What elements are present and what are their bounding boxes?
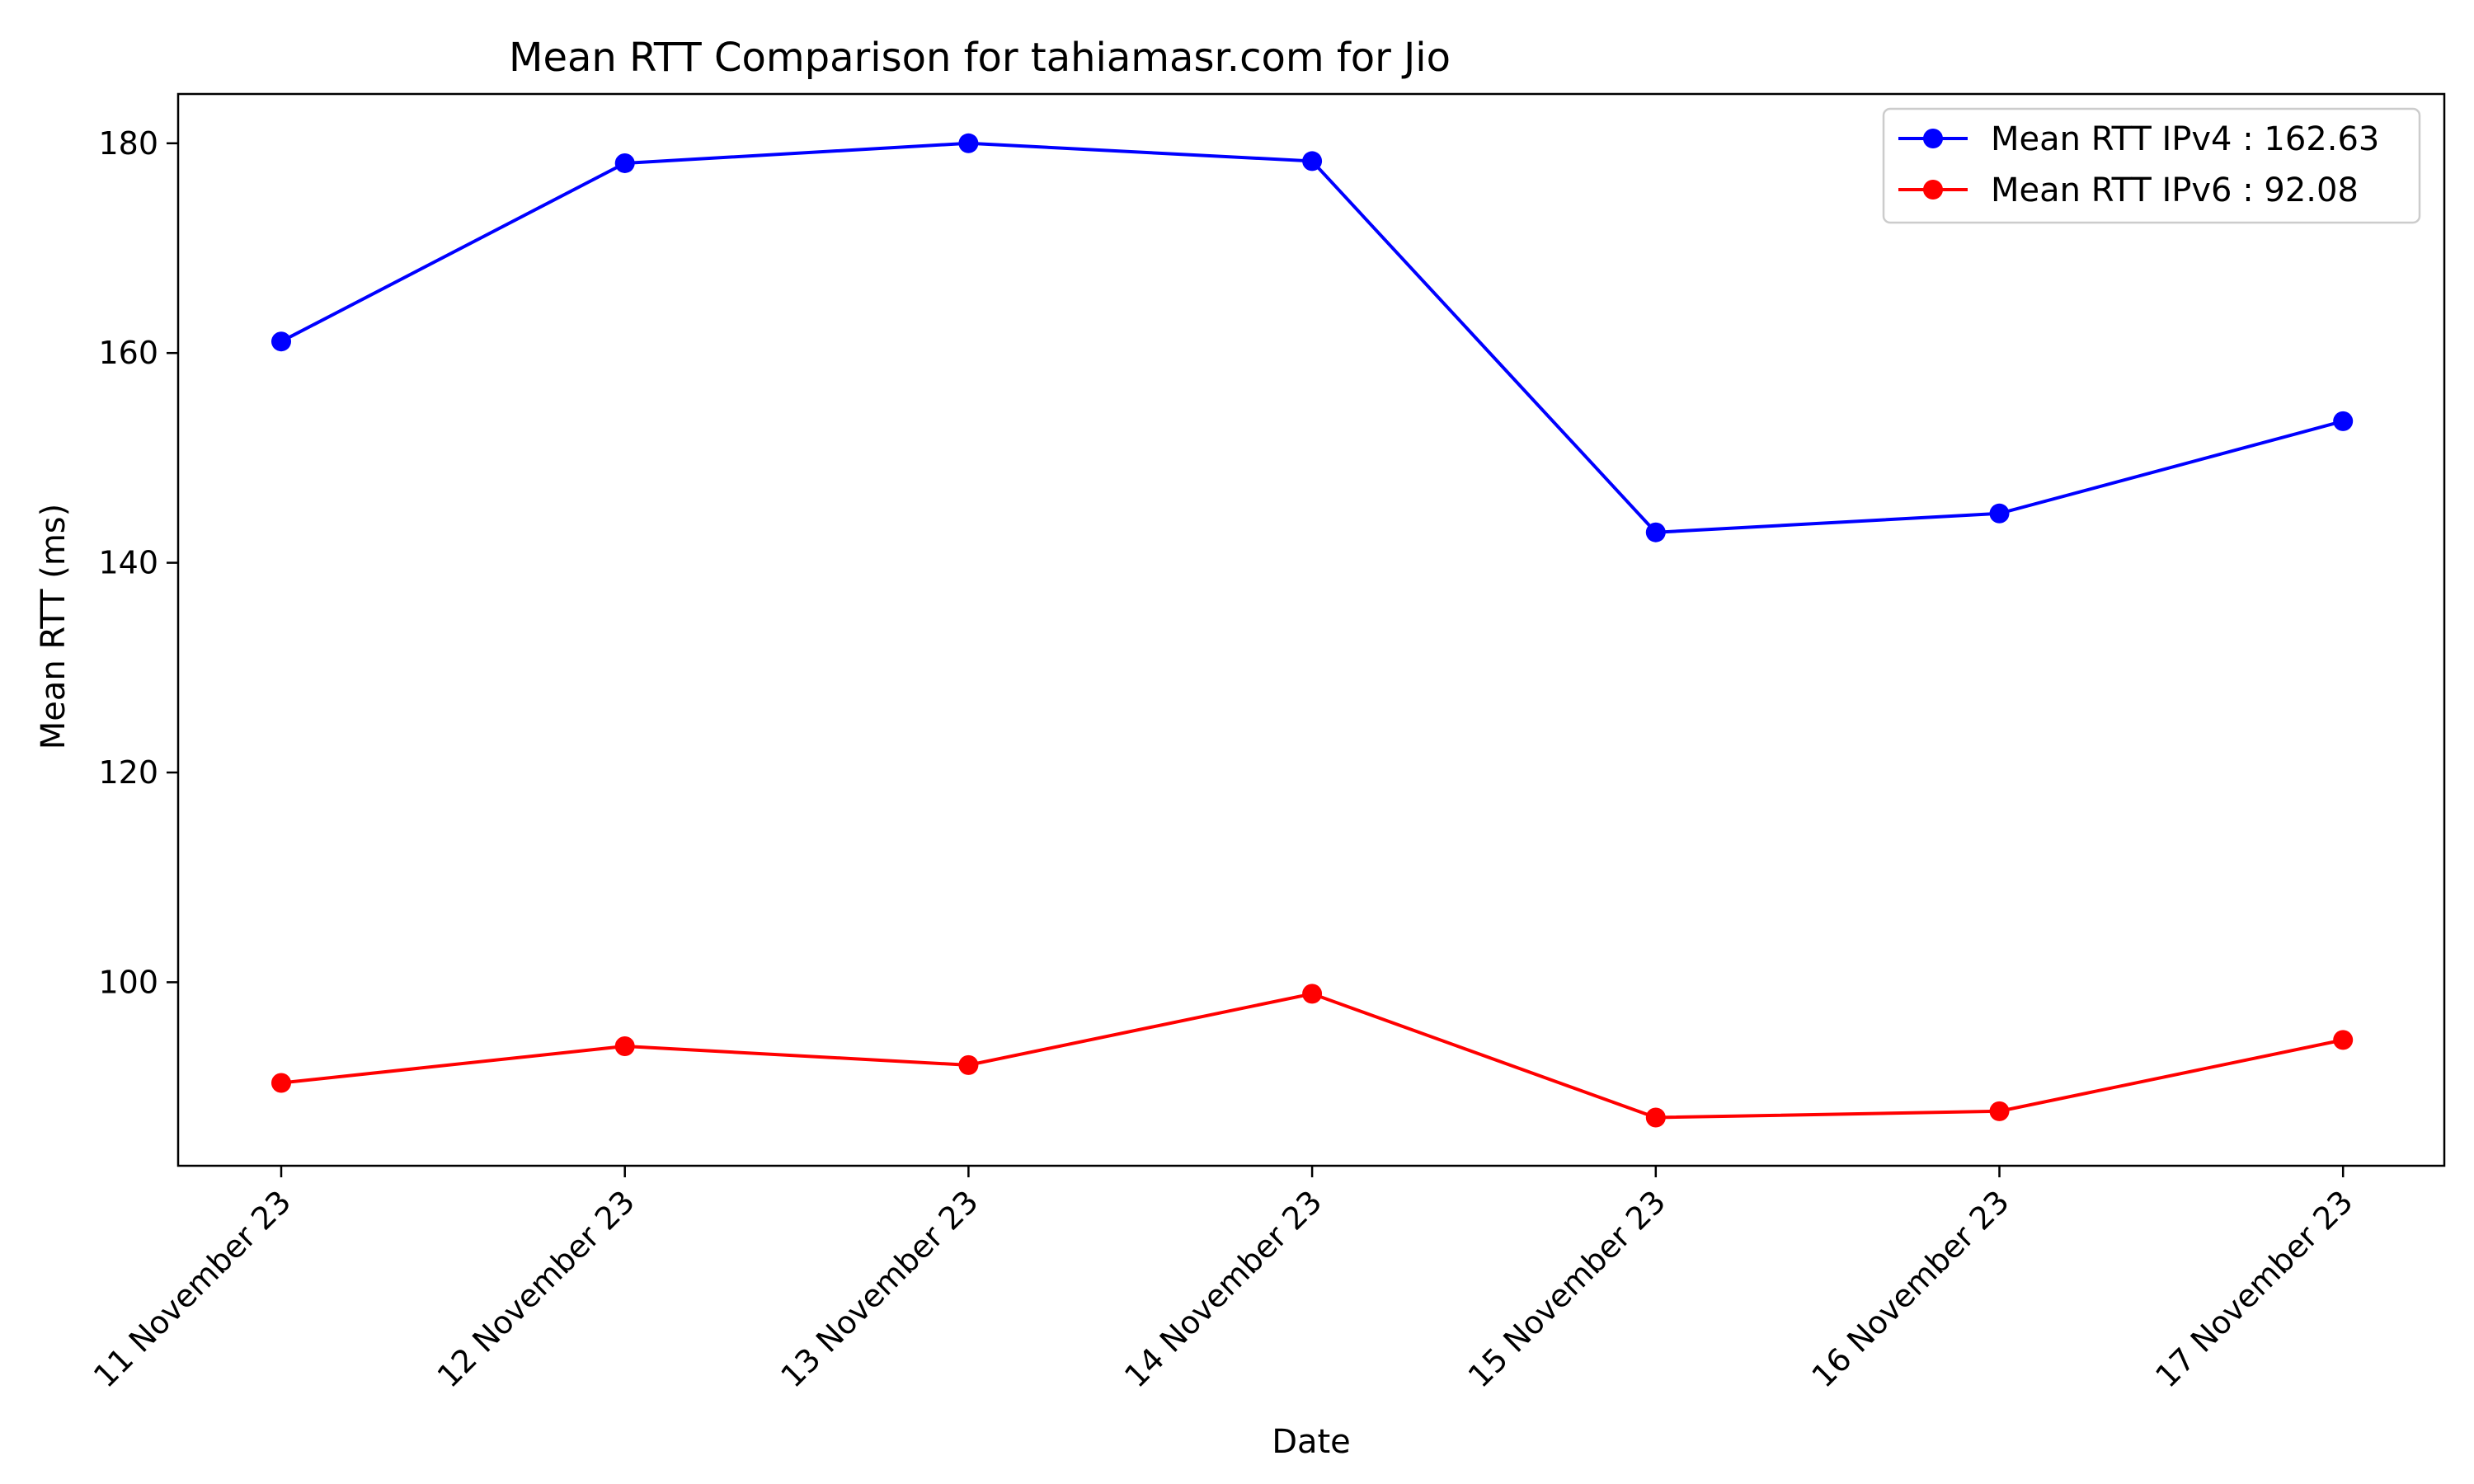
x-axis-label: Date [1272,1423,1351,1461]
y-tick-label: 180 [98,125,158,162]
data-point [1302,984,1323,1004]
legend-box [1882,107,2421,224]
data-point [271,1073,291,1093]
y-tick-label: 100 [98,964,158,1000]
y-axis-label: Mean RTT (ms) [35,504,73,749]
data-point [958,1054,979,1075]
legend-label: Mean RTT IPv6 : 92.08 [1991,171,2359,209]
data-point [614,1036,635,1056]
legend-label: Mean RTT IPv4 : 162.63 [1991,120,2379,158]
data-point [2333,1030,2354,1050]
y-tick-label: 120 [98,754,158,791]
data-point [614,153,635,173]
data-point [271,331,291,352]
legend: Mean RTT IPv4 : 162.63 Mean RTT IPv6 : 92… [1882,107,2421,224]
data-point [958,133,979,153]
legend-marker [1923,129,1943,148]
data-point [1302,151,1323,171]
data-point [1989,503,2010,524]
data-point [1645,522,1666,542]
y-tick-label: 160 [98,335,158,371]
data-point [2333,411,2354,431]
chart-title: Mean RTT Comparison for tahiamasr.com fo… [509,35,1451,81]
legend-marker [1923,180,1943,200]
data-point [1989,1101,2010,1121]
y-tick-label: 140 [98,545,158,581]
data-point [1645,1107,1666,1128]
plot-frame [176,92,2446,1167]
